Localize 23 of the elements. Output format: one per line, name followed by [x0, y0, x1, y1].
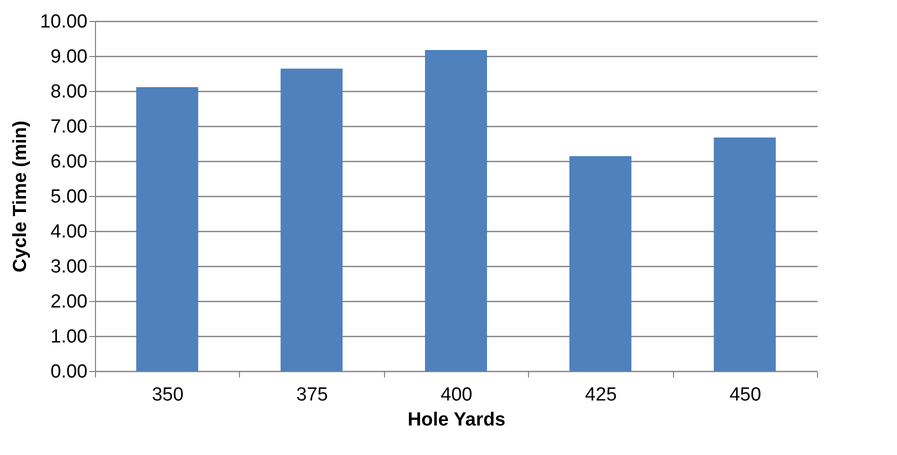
y-tick-label: 5.00: [50, 186, 88, 208]
y-tick-label: 9.00: [50, 46, 88, 68]
bar: [569, 156, 632, 371]
y-axis-title: Cycle Time (min): [10, 120, 31, 272]
bar: [714, 138, 776, 371]
y-tick-label: 1.00: [50, 326, 88, 348]
y-tick-label: 6.00: [50, 152, 88, 172]
bar: [425, 50, 487, 371]
y-tick-label: 3.00: [50, 256, 88, 278]
x-tick-label: 350: [152, 384, 184, 406]
x-axis-title: Hole Yards: [408, 410, 506, 430]
x-tick-label: 400: [440, 384, 472, 406]
x-tick-label: 425: [585, 384, 617, 406]
y-tick-label: 7.00: [50, 116, 88, 138]
y-tick-label: 10.00: [40, 12, 88, 32]
x-tick-label: 375: [296, 384, 328, 406]
y-tick-label: 2.00: [50, 292, 88, 312]
bar: [280, 68, 343, 371]
x-tick-label: 450: [729, 384, 762, 406]
y-tick-label: 4.00: [50, 222, 88, 242]
bar: [136, 87, 198, 371]
y-tick-label: 0.00: [50, 362, 88, 382]
y-tick-label: 8.00: [50, 82, 88, 102]
